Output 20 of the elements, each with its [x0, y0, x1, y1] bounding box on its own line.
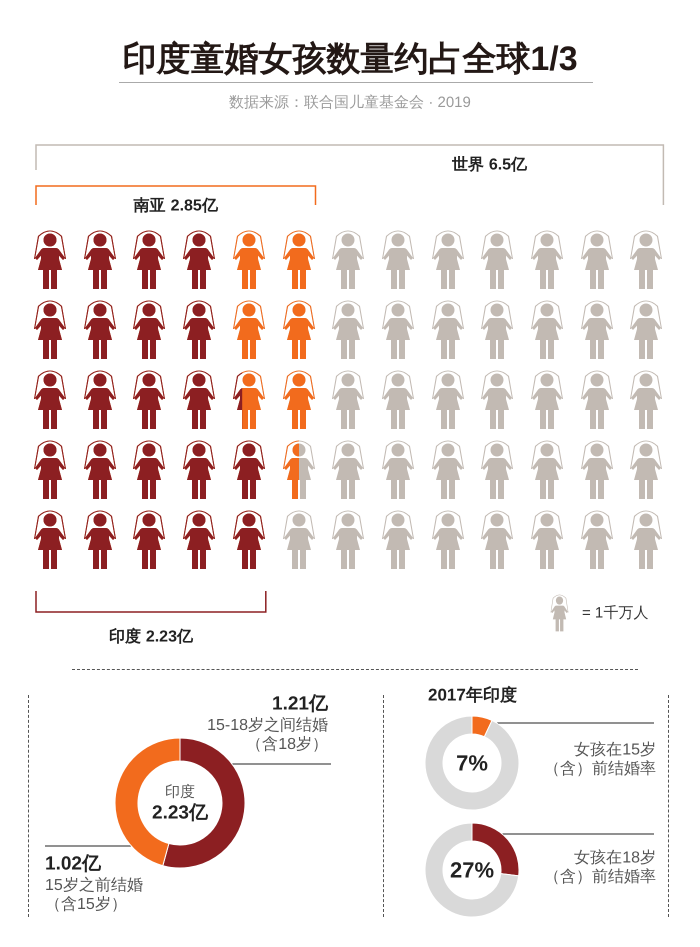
text: 2.23亿: [152, 802, 209, 824]
slice-label: 女孩在15岁（含）前结婚率: [544, 740, 656, 778]
data-label: 27%: [450, 858, 494, 882]
data-label: 2.23亿: [146, 628, 194, 646]
slice-label: 15岁之前结婚（含15岁）: [45, 876, 143, 913]
text: = 1千万人: [582, 604, 648, 622]
data-label: 6.5亿: [488, 156, 528, 174]
text: 印度: [165, 784, 195, 800]
category-label: 南亚: [132, 196, 166, 214]
data-label: 2.85亿: [170, 196, 219, 214]
category-label: 印度: [108, 626, 141, 646]
text: 印度童婚女孩数量约占全球1/3: [122, 40, 578, 78]
data-label: 1.21亿: [272, 694, 329, 714]
data-label: 1.02亿: [45, 854, 102, 874]
chart-title: 2017年印度: [428, 686, 517, 704]
text: 数据来源：联合国儿童基金会 · 2019: [229, 94, 471, 111]
slice-label: 15-18岁之间结婚（含18岁）: [207, 716, 328, 753]
data-label: 7%: [456, 750, 488, 776]
slice-label: 女孩在18岁（含）前结婚率: [544, 848, 656, 886]
category-label: 世界: [450, 156, 484, 174]
